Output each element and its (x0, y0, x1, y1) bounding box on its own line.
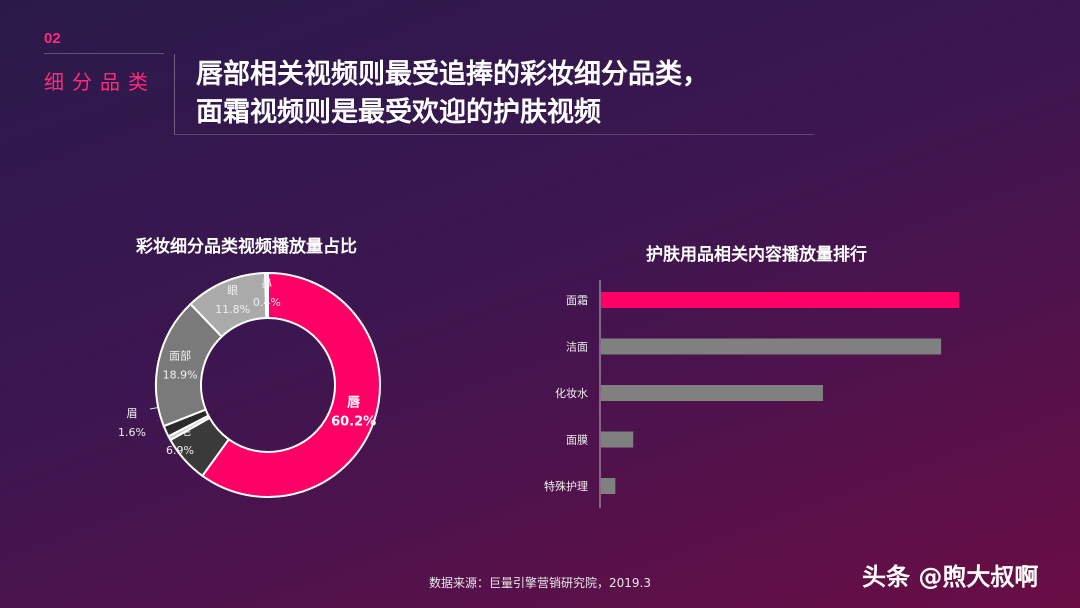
page-title: 唇部相关视频则最受追捧的彩妆细分品类， 面霜视频则是最受欢迎的护肤视频 (196, 56, 709, 132)
bar-category-label: 面膜 (566, 434, 588, 447)
section-number: 02 (44, 30, 61, 47)
bar-category-label: 化妆水 (555, 386, 588, 400)
data-source: 数据来源：巨量引擎营销研究院，2019.3 (429, 576, 651, 590)
bar-category-label: 特殊护理 (544, 479, 588, 493)
slice-value-label: 0.4% (253, 296, 281, 309)
bar (601, 478, 616, 494)
slice-value-label: 60.2% (331, 415, 376, 430)
bar (601, 292, 959, 308)
section-label: 细分品类 (44, 70, 156, 94)
bar-category-label: 面霜 (566, 294, 588, 307)
bar (601, 385, 823, 401)
title-divider (174, 54, 175, 134)
bar-chart-title: 护肤用品相关内容播放量排行 (646, 245, 867, 265)
bar-category-label: 洁面 (566, 341, 588, 354)
slice-label: 面部 (169, 349, 191, 363)
slice-label: 眉 (127, 407, 138, 420)
page-title-line2: 面霜视频则是最受欢迎的护肤视频 (196, 97, 601, 128)
watermark: 头条 @煦大叔啊 (862, 563, 1039, 591)
slice-label: 鼻 (261, 276, 272, 290)
slice-value-label: 6.9% (166, 444, 194, 457)
page-title-line1: 唇部相关视频则最受追捧的彩妆细分品类， (196, 59, 709, 90)
bar (601, 338, 942, 355)
donut-slice (200, 271, 381, 498)
section-number-underline (44, 53, 164, 54)
slice-value-label: 11.8% (215, 303, 250, 316)
slice-value-label: 1.6% (118, 426, 146, 439)
slice-label: 眼 (227, 284, 238, 297)
donut-slice (264, 271, 269, 320)
bar (601, 431, 634, 448)
donut-chart-title: 彩妆细分品类视频播放量占比 (136, 237, 357, 257)
slice-label: 唇 (347, 395, 361, 411)
slice-value-label: 18.9% (163, 369, 198, 382)
title-underline (174, 134, 814, 135)
